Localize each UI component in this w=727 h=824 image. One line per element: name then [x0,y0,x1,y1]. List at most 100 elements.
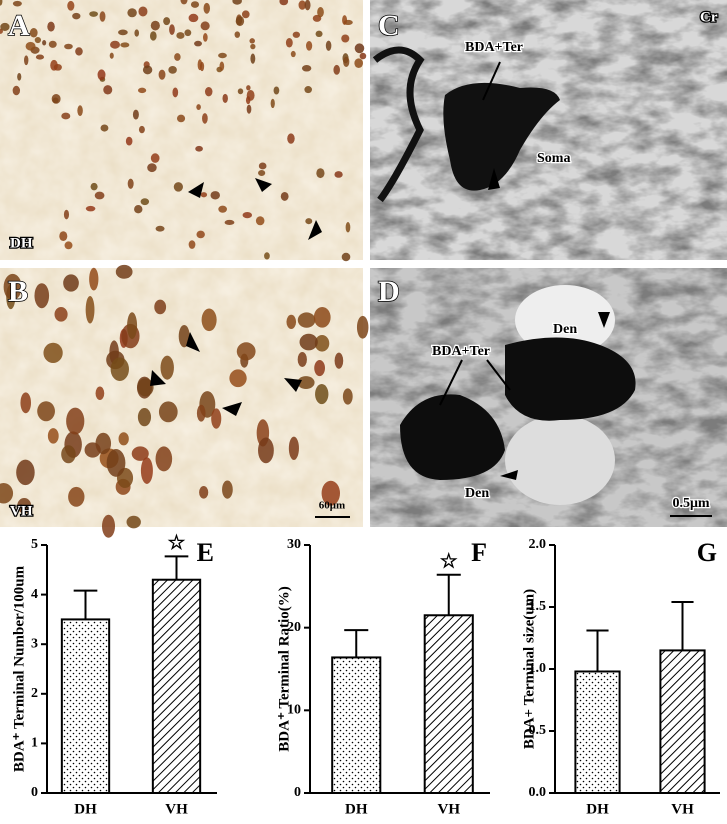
cell [250,43,256,50]
panel-c: C Cr BDA+Ter Soma [370,0,727,260]
cell [199,61,205,72]
x-tick-label: VH [165,801,188,817]
significance-marker: ☆ [168,532,186,554]
cell [75,47,83,56]
cell [35,54,45,60]
cell [315,384,329,405]
cell [334,171,343,178]
cell [285,38,293,48]
cell [149,31,157,41]
cell [16,459,35,486]
cell [190,1,200,8]
axis-title: BDA⁺ Terminal Ratio(%) [276,586,292,751]
cell [110,40,120,49]
cell [232,0,242,5]
cell [0,482,14,504]
cell [172,87,179,98]
chart-label: F [471,538,487,567]
cell [201,308,217,332]
cell [203,33,208,42]
x-tick-label: DH [586,801,609,817]
cell [315,30,323,38]
cell [297,376,315,389]
terminal [400,394,505,480]
cell [224,219,235,226]
y-tick-label: 5 [31,537,38,552]
cell [316,168,325,179]
cell [138,6,148,17]
bar [574,670,621,794]
cell [134,29,140,37]
cell [50,59,58,71]
cell [204,86,213,97]
terminal [443,82,560,191]
y-tick-label: 0 [31,785,38,800]
cell [258,170,266,177]
cell [101,514,116,538]
cell [298,0,306,10]
cell [12,85,21,96]
cell [118,29,128,36]
cell [304,0,311,11]
cell [304,86,312,94]
cell [359,52,367,60]
y-tick-label: 0.5 [529,723,547,738]
bar [60,618,111,795]
cell [184,29,192,37]
cell [147,163,157,173]
y-tick-label: 20 [287,620,301,635]
cell [203,2,211,14]
cell [200,21,210,31]
cell [29,28,38,38]
cell [169,24,175,35]
cell [109,52,114,59]
cell [196,404,206,422]
cell [150,20,160,31]
scale-label: 60μm [319,500,345,512]
annotation: BDA+Ter [432,344,490,359]
cell [292,31,301,38]
cell [42,40,47,46]
cell [118,432,129,446]
cell [47,428,59,444]
cell [314,360,326,377]
cell [255,216,265,226]
cell [305,218,313,225]
cell [37,401,55,422]
cell [103,85,113,95]
axis-title: BDA+ Terminal size(um) [521,589,537,749]
corner-label: Cr [700,9,718,25]
significance-marker: ☆ [440,550,458,572]
cell [237,88,244,95]
cell [95,386,105,401]
cell [341,252,351,262]
cell [345,222,351,233]
cell [342,15,348,25]
cell [290,50,296,58]
cell [155,446,173,472]
cell [43,342,63,363]
cell [24,55,29,66]
cell [17,72,22,81]
dendrite [515,285,615,355]
cell [270,98,275,109]
cell [126,515,141,529]
cell [313,306,331,328]
cell [59,231,68,242]
region-label: DH [10,235,33,251]
cell [199,485,209,499]
x-tick-label: DH [345,801,368,817]
cell [196,104,201,111]
cell [25,41,36,51]
cells [0,0,367,262]
y-tick-label: 0 [294,785,301,800]
cell [279,0,289,6]
cell [258,437,274,464]
panel-label: B [8,275,28,308]
cell [287,133,295,144]
panel-label: A [8,9,30,42]
cell [314,335,330,352]
cells [0,264,369,538]
cell [180,0,188,5]
